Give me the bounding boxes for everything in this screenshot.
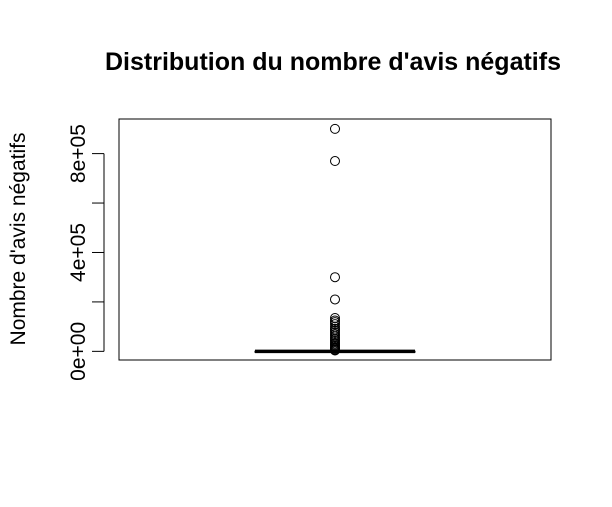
plot-frame: [118, 118, 552, 361]
outlier-point: [330, 345, 340, 356]
y-tick-label: 0e+00: [67, 322, 90, 381]
y-axis: 0e+00 4e+05 8e+05: [67, 124, 105, 381]
outlier-point: [330, 156, 340, 167]
outlier-point: [330, 272, 340, 283]
y-axis-label: Nombre d'avis négatifs: [7, 133, 30, 346]
outlier-point: [330, 319, 340, 330]
outlier-point: [330, 123, 340, 134]
y-tick-label: 4e+05: [67, 223, 90, 282]
outlier-point: [330, 294, 340, 305]
y-tick-label: 8e+05: [67, 124, 90, 183]
outliers: [330, 123, 340, 356]
chart-title: Distribution du nombre d'avis négatifs: [105, 48, 561, 76]
